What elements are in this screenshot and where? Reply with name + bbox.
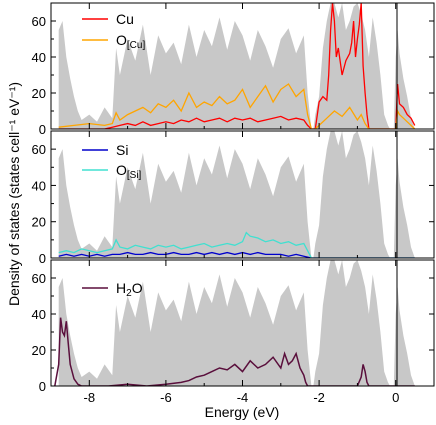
y-tick-label: 0 — [39, 251, 46, 266]
total-dos-area — [58, 3, 415, 129]
y-tick-label: 20 — [32, 215, 46, 230]
o-si-dos-line — [58, 231, 415, 258]
legend-label-cu: Cu — [116, 11, 134, 27]
legend-label-h2o-suffix: O — [132, 280, 143, 296]
x-tick-label: 0 — [392, 390, 399, 405]
legend-label-h2o: H2O — [116, 280, 143, 299]
y-tick-label: 20 — [32, 86, 46, 101]
y-tick-label: 40 — [32, 307, 46, 322]
legend-label-o-si-main: O — [116, 162, 127, 178]
y-tick-label: 60 — [32, 271, 46, 286]
legend-label-o-cu-main: O — [116, 32, 127, 48]
y-tick-label: 60 — [32, 14, 46, 29]
total-dos-area — [58, 131, 415, 258]
x-tick-label: -6 — [160, 390, 172, 405]
x-tick-label: -2 — [313, 390, 325, 405]
x-axis-label: Energy (eV) — [205, 404, 280, 420]
legend-label-h2o-main: H — [116, 280, 126, 296]
panel-bottom: 0 20 40 60 H2O — [32, 259, 435, 394]
y-tick-label: 0 — [39, 122, 46, 137]
x-tick-label: -4 — [237, 390, 249, 405]
legend: Cu O[Cu] — [82, 11, 145, 51]
x-tick-label: -8 — [84, 390, 96, 405]
legend: Si O[Si] — [82, 142, 142, 181]
y-ticks: 0 20 40 60 — [32, 131, 435, 266]
h2o-dos-line — [54, 317, 415, 386]
legend-label-h2o-sub: 2 — [126, 288, 132, 299]
y-ticks: 0 20 40 60 — [32, 260, 435, 394]
legend-label-o-cu: O[Cu] — [116, 32, 145, 51]
legend-label-o-si: O[Si] — [116, 162, 142, 181]
y-tick-label: 40 — [32, 50, 46, 65]
si-dos-line — [58, 251, 415, 258]
legend-label-o-cu-sub: [Cu] — [127, 40, 146, 51]
legend-label-o-si-sub: [Si] — [127, 170, 142, 181]
o-cu-dos-line — [58, 83, 416, 129]
cu-dos-line — [58, 3, 416, 129]
panel-middle: 0 20 40 60 Si O[Si] — [32, 130, 435, 266]
total-dos-area — [58, 260, 415, 386]
y-ticks: 0 20 40 60 — [32, 3, 435, 137]
y-tick-label: 0 — [39, 379, 46, 394]
y-tick-label: 20 — [32, 343, 46, 358]
legend: H2O — [82, 280, 143, 299]
y-tick-label: 40 — [32, 178, 46, 193]
x-axis: -8 -6 -4 -2 0 — [84, 390, 400, 405]
panel-top: 0 20 40 60 Cu O[Cu] — [32, 2, 435, 137]
legend-label-si: Si — [116, 142, 128, 158]
y-axis-label: Density of states (states cell⁻¹ eV⁻¹) — [6, 82, 22, 306]
y-tick-label: 60 — [32, 142, 46, 157]
